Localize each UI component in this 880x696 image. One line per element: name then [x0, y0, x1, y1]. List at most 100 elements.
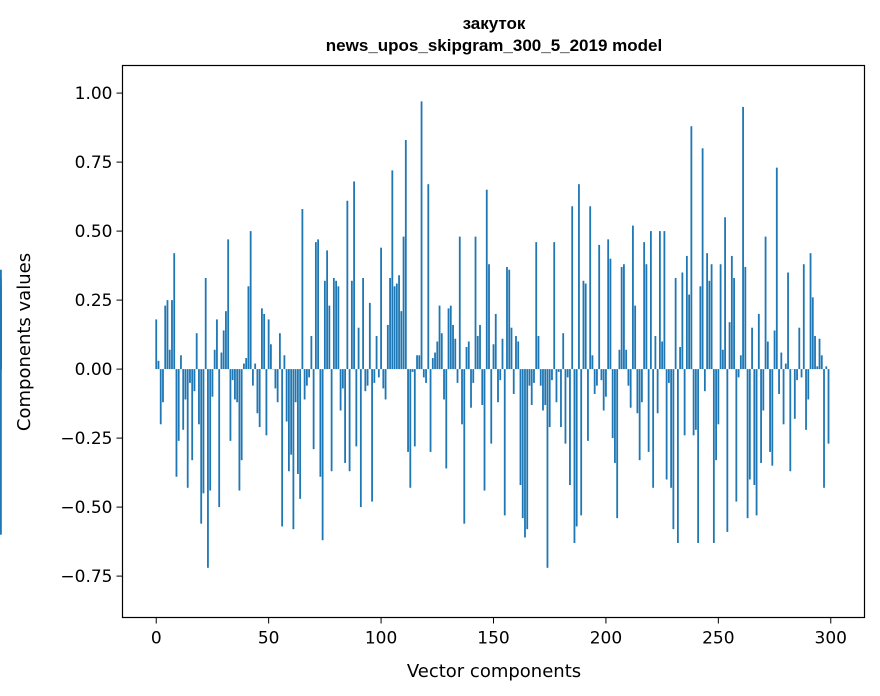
bar-component-12	[182, 369, 185, 430]
bar-component-46	[258, 369, 261, 428]
bar-component-101	[382, 369, 385, 389]
bar-component-243	[701, 148, 704, 370]
bar-component-162	[519, 369, 522, 486]
bar-component-14	[186, 369, 189, 488]
bar-component-93	[364, 369, 367, 392]
y-tick-label: −0.25	[60, 429, 112, 449]
bar-component-195	[593, 369, 596, 394]
bar-component-64	[299, 369, 302, 499]
bar-component-115	[413, 369, 416, 447]
bar-component-18	[195, 333, 198, 370]
bar-component-170	[537, 335, 540, 370]
bar-component-132	[452, 324, 454, 370]
bar-component-85	[346, 200, 349, 370]
bar-component-270	[762, 369, 765, 411]
bar-component-73	[319, 369, 322, 477]
bar-component-273	[769, 369, 771, 452]
bar-component-141	[472, 369, 475, 383]
bar-component-248	[712, 369, 715, 543]
bar-component-169	[535, 242, 538, 370]
bar-component-222	[654, 335, 657, 370]
bar-component-240	[694, 369, 697, 430]
bar-component-92	[362, 278, 364, 370]
bar-component-227	[665, 369, 668, 480]
bar-component-62	[294, 369, 297, 403]
bar-component-125	[436, 341, 439, 370]
bar-component-274	[771, 369, 774, 466]
bar-component-104	[389, 278, 391, 370]
bar-component-139	[467, 341, 470, 370]
y-tick-label: −0.50	[60, 498, 112, 518]
y-tick-label: 0.25	[75, 291, 113, 311]
bar-component-16	[191, 369, 194, 461]
bar-component-264	[748, 369, 751, 480]
bar-component-278	[780, 352, 783, 370]
bar-component-72	[317, 239, 320, 370]
bar-component-185	[571, 206, 574, 370]
bar-component-88	[353, 181, 355, 370]
bar-component-230	[672, 369, 675, 530]
bar-component-108	[398, 275, 400, 370]
x-axis-ticks: 0 50 100 150 200 250 300	[151, 617, 847, 649]
bar-component-144	[479, 324, 481, 370]
bar-component-256	[730, 255, 733, 370]
bar-component-45	[256, 369, 259, 414]
bar-component-89	[355, 369, 358, 447]
bar-component-96	[371, 369, 373, 502]
bar-component-166	[528, 369, 531, 386]
bar-component-77	[328, 305, 331, 370]
chart-title-line-2: news_upos_skipgram_300_5_2019 model	[326, 36, 662, 55]
bar-component-179	[557, 369, 560, 372]
bar-component-298	[825, 366, 828, 370]
bar-component-65	[301, 209, 304, 370]
bar-component-107	[395, 283, 398, 370]
bar-component-133	[454, 338, 457, 370]
bar-component-203	[611, 369, 614, 439]
bar-component-66	[303, 369, 306, 400]
bar-component-57	[283, 355, 286, 370]
bar-component-217	[643, 242, 646, 370]
bar-component-47	[261, 308, 263, 370]
bar-component-15	[189, 369, 191, 383]
bar-component-171	[539, 369, 542, 386]
bar-component-158	[510, 327, 513, 370]
bar-component-40	[245, 358, 248, 370]
x-tick-label: 100	[365, 629, 397, 649]
bar-component-69	[310, 335, 313, 370]
bar-component-20	[200, 369, 203, 524]
bar-component-59	[287, 369, 290, 472]
x-tick-label: 300	[815, 629, 847, 649]
bar-component-284	[793, 369, 796, 419]
bar-component-262	[744, 266, 747, 370]
bar-component-98	[375, 335, 378, 370]
bar-component-181	[562, 333, 565, 370]
bar-component-49	[265, 369, 268, 436]
bar-component-282	[789, 369, 792, 472]
bar-component-216	[641, 369, 643, 403]
bar-component-143	[476, 335, 479, 370]
bar-component-103	[386, 324, 389, 370]
bar-component-9	[175, 369, 178, 477]
x-tick-label: 150	[477, 629, 509, 649]
bar-component-100	[380, 247, 382, 370]
bar-component-3	[162, 369, 164, 403]
bar-component-212	[632, 225, 634, 370]
bar-component-4	[164, 305, 167, 370]
bar-component-30	[222, 330, 225, 370]
bar-component-293	[814, 335, 816, 370]
bar-component-297	[823, 369, 825, 488]
bar-component-194	[591, 355, 594, 370]
bar-component-190	[582, 280, 585, 370]
bar-component-267	[755, 369, 758, 516]
bar-component-87	[350, 280, 353, 370]
bar-component-241	[697, 369, 700, 543]
bar-component-277	[778, 369, 780, 394]
bar-component-296	[820, 355, 823, 370]
bar-component-109	[400, 311, 403, 370]
bar-component-285	[796, 369, 798, 381]
bar-component-122	[429, 369, 432, 452]
bar-component-257	[733, 278, 735, 370]
bar-component-78	[330, 369, 333, 472]
bar-component-189	[580, 369, 583, 516]
bar-component-192	[587, 369, 589, 441]
